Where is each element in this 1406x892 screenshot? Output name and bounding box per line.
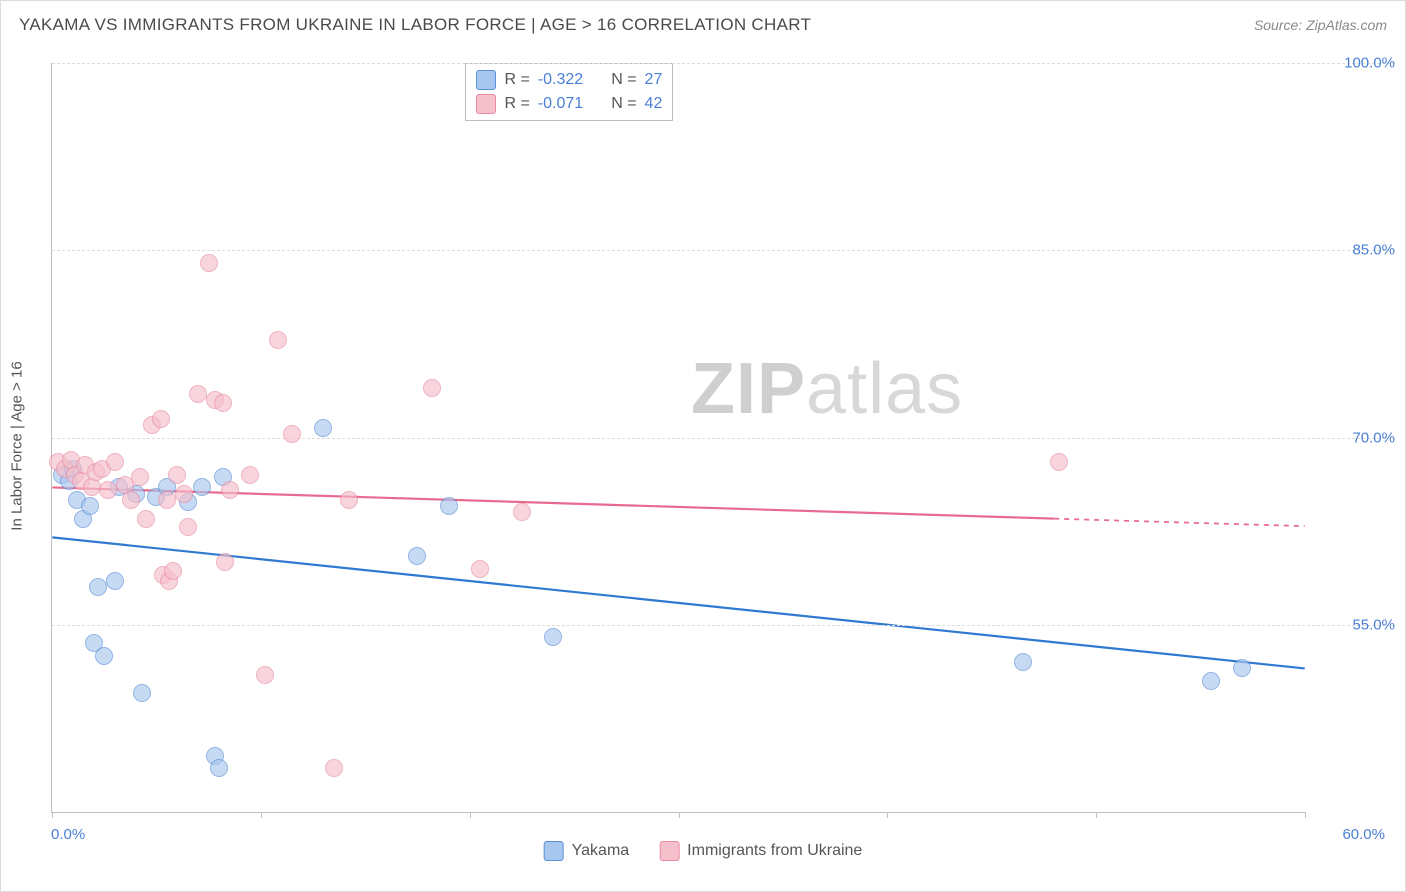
stat-r-label: R =	[504, 95, 529, 113]
scatter-point	[241, 466, 259, 484]
chart-container: YAKAMA VS IMMIGRANTS FROM UKRAINE IN LAB…	[0, 0, 1406, 892]
legend-swatch	[544, 841, 564, 861]
scatter-point	[158, 491, 176, 509]
scatter-point	[1233, 659, 1251, 677]
scatter-point	[325, 759, 343, 777]
stat-n-value: 42	[645, 95, 663, 113]
legend-swatch	[476, 94, 496, 114]
scatter-point	[99, 481, 117, 499]
scatter-point	[131, 468, 149, 486]
x-tick	[1096, 812, 1097, 818]
stat-n-label: N =	[611, 71, 636, 89]
trend-line	[52, 537, 1304, 668]
scatter-point	[471, 560, 489, 578]
scatter-point	[193, 478, 211, 496]
scatter-point	[1202, 672, 1220, 690]
y-tick-label: 85.0%	[1315, 242, 1395, 259]
watermark-rest: atlas	[806, 349, 963, 429]
legend-swatch	[476, 70, 496, 90]
stat-n-label: N =	[611, 95, 636, 113]
scatter-point	[1014, 653, 1032, 671]
stat-legend-row: R = -0.322 N = 27	[476, 68, 662, 92]
x-axis-start-label: 0.0%	[51, 826, 85, 843]
scatter-point	[283, 425, 301, 443]
chart-title: YAKAMA VS IMMIGRANTS FROM UKRAINE IN LAB…	[19, 15, 811, 35]
gridline	[52, 250, 1395, 251]
y-tick-label: 100.0%	[1315, 55, 1395, 72]
legend-label: Yakama	[572, 842, 630, 860]
x-tick	[261, 812, 262, 818]
stat-r-value: -0.071	[538, 95, 583, 113]
scatter-point	[544, 628, 562, 646]
watermark-bold: ZIP	[691, 349, 806, 429]
x-tick	[887, 812, 888, 818]
scatter-point	[137, 510, 155, 528]
stat-legend-row: R = -0.071 N = 42	[476, 92, 662, 116]
scatter-point	[189, 385, 207, 403]
scatter-point	[122, 491, 140, 509]
y-tick-label: 70.0%	[1315, 429, 1395, 446]
scatter-point	[179, 518, 197, 536]
title-bar: YAKAMA VS IMMIGRANTS FROM UKRAINE IN LAB…	[1, 1, 1405, 49]
stat-r-label: R =	[504, 71, 529, 89]
scatter-point	[164, 562, 182, 580]
x-tick	[1305, 812, 1306, 818]
gridline	[52, 63, 1395, 64]
legend-label: Immigrants from Ukraine	[687, 842, 862, 860]
scatter-point	[133, 684, 151, 702]
scatter-point	[1050, 453, 1068, 471]
scatter-point	[513, 503, 531, 521]
gridline	[52, 438, 1395, 439]
stat-r-value: -0.322	[538, 71, 583, 89]
source-label: Source: ZipAtlas.com	[1254, 17, 1387, 33]
scatter-point	[89, 578, 107, 596]
scatter-point	[269, 331, 287, 349]
x-tick	[52, 812, 53, 818]
y-tick-label: 55.0%	[1315, 616, 1395, 633]
x-axis-end-label: 60.0%	[1342, 826, 1385, 843]
scatter-point	[314, 419, 332, 437]
gridline	[52, 625, 1395, 626]
scatter-point	[214, 394, 232, 412]
x-tick	[679, 812, 680, 818]
legend-item: Immigrants from Ukraine	[659, 841, 862, 861]
watermark: ZIPatlas	[691, 348, 963, 430]
scatter-point	[106, 572, 124, 590]
scatter-point	[152, 410, 170, 428]
series-legend: Yakama Immigrants from Ukraine	[544, 841, 863, 861]
plot-area: ZIPatlas R = -0.322 N = 27 R = -0.071 N = 4…	[51, 63, 1305, 813]
stat-legend: R = -0.322 N = 27 R = -0.071 N = 42	[465, 63, 673, 121]
stat-n-value: 27	[645, 71, 663, 89]
legend-item: Yakama	[544, 841, 630, 861]
scatter-point	[423, 379, 441, 397]
scatter-point	[81, 497, 99, 515]
scatter-point	[200, 254, 218, 272]
y-axis-label: In Labor Force | Age > 16	[9, 361, 26, 530]
x-tick	[470, 812, 471, 818]
scatter-point	[168, 466, 186, 484]
scatter-point	[340, 491, 358, 509]
trend-line-dashed	[1054, 519, 1304, 526]
scatter-point	[408, 547, 426, 565]
scatter-point	[106, 453, 124, 471]
scatter-point	[175, 485, 193, 503]
legend-swatch	[659, 841, 679, 861]
scatter-point	[216, 553, 234, 571]
scatter-point	[221, 481, 239, 499]
scatter-point	[95, 647, 113, 665]
scatter-point	[440, 497, 458, 515]
scatter-point	[210, 759, 228, 777]
scatter-point	[256, 666, 274, 684]
